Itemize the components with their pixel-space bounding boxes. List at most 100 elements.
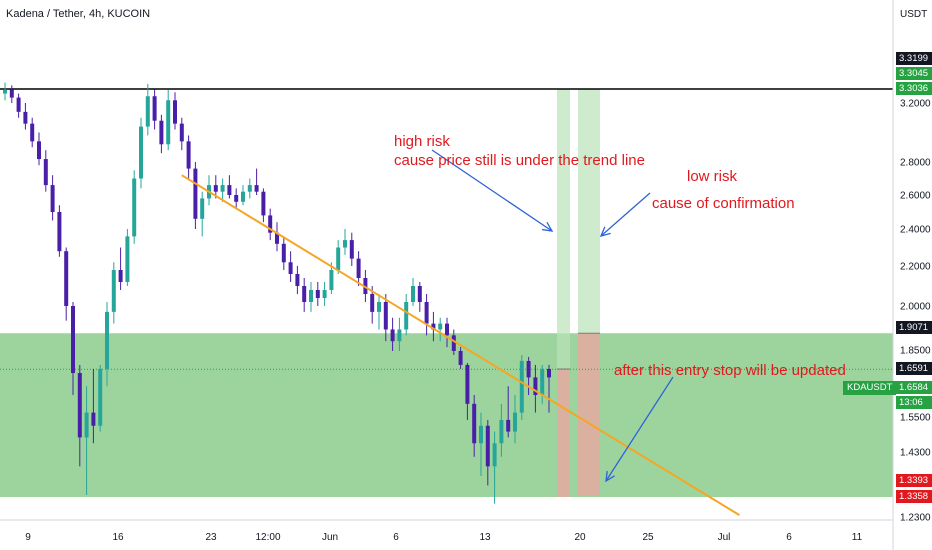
candle-body: [64, 251, 69, 306]
position-high-risk-target: [557, 89, 570, 369]
candle-body: [370, 294, 375, 312]
candle-body: [499, 419, 504, 444]
price-label-1-9071: 1.9071: [896, 321, 932, 334]
candle-body: [193, 168, 198, 219]
x-tick-label: 9: [25, 532, 31, 543]
annotation-stop-update: after this entry stop will be updated: [614, 362, 846, 379]
candle-body: [438, 323, 443, 330]
candle-body: [91, 412, 96, 426]
y-tick-label: 1.5500: [900, 413, 931, 424]
candle-body: [302, 286, 307, 302]
price-label-1-6591: 1.6591: [896, 362, 932, 375]
candle-body: [77, 373, 82, 438]
candle-body: [281, 243, 286, 263]
candle-body: [241, 191, 245, 202]
candle-body: [445, 323, 449, 336]
y-tick-label: 3.2000: [900, 99, 931, 110]
candle-body: [295, 274, 300, 286]
candle-body: [105, 311, 109, 369]
x-tick-label: 23: [205, 532, 217, 543]
candle-body: [139, 126, 143, 179]
x-tick-label: 6: [786, 532, 792, 543]
candle-body: [526, 360, 531, 378]
x-tick-label: 13: [479, 532, 491, 543]
candle-body: [417, 286, 422, 302]
x-tick-label: 12:00: [255, 532, 280, 543]
annotation-high-risk-title: high risk: [394, 133, 450, 150]
candle-body: [479, 425, 483, 444]
annotation-high-risk-reason: cause price still is under the trend lin…: [394, 152, 645, 169]
arrow-high-risk-head: [542, 222, 554, 232]
candle-body: [125, 236, 130, 282]
candle-body: [71, 306, 75, 374]
support-zone: [0, 333, 893, 497]
candle-body: [533, 377, 538, 396]
candle-body: [3, 89, 7, 94]
y-tick-label: 2.0000: [900, 302, 931, 313]
arrow-low-risk: [600, 192, 651, 237]
symbol-tag: KDAUSDT: [843, 381, 897, 395]
y-tick-label: 2.6000: [900, 191, 931, 202]
x-tick-label: 11: [852, 532, 863, 543]
candle-body: [98, 368, 103, 426]
candle-body: [173, 100, 177, 124]
candle-body: [254, 185, 259, 192]
candle-body: [506, 419, 511, 432]
candle-body: [485, 425, 490, 467]
candle-body: [111, 270, 116, 312]
candle-body: [343, 240, 347, 248]
x-tick-label: 6: [393, 532, 399, 543]
y-tick-label: 2.2000: [900, 262, 931, 273]
candle-body: [458, 350, 463, 365]
price-label-1-6584: 1.6584: [896, 381, 932, 394]
price-label-3-3036: 3.3036: [896, 82, 932, 95]
candle-body: [213, 185, 218, 192]
candle-body: [356, 258, 361, 278]
arrow-high-risk: [431, 149, 553, 232]
candle-body: [179, 123, 184, 142]
candle-body: [377, 302, 381, 312]
y-tick-label: 1.8500: [900, 346, 931, 357]
candle-body: [390, 329, 395, 342]
candle-body: [424, 302, 429, 324]
candle-body: [465, 364, 470, 404]
candle-body: [234, 195, 239, 202]
x-tick-label: 16: [112, 532, 124, 543]
candle-body: [275, 232, 279, 244]
y-tick-label: 1.2300: [900, 513, 931, 524]
x-tick-label: 20: [574, 532, 586, 543]
candle-body: [132, 178, 137, 237]
y-tick-label: 2.8000: [900, 158, 931, 169]
candle-body: [37, 141, 41, 160]
candle-body: [23, 111, 28, 124]
price-label-3-3045: 3.3045: [896, 67, 932, 80]
candle-body: [540, 368, 545, 396]
candle-body: [519, 360, 524, 413]
arrow-low-risk-head: [599, 226, 611, 237]
candle-body: [329, 270, 334, 290]
candle-body: [227, 185, 232, 195]
price-label-3-3199: 3.3199: [896, 52, 932, 65]
annotation-low-risk-reason: cause of confirmation: [652, 195, 795, 212]
candle-body: [513, 412, 517, 432]
chart-title: Kadena / Tether, 4h, KUCOIN: [6, 8, 151, 20]
candle-body: [309, 290, 313, 302]
candle-body: [118, 270, 123, 282]
candle-body: [220, 185, 225, 192]
candle-body: [261, 191, 266, 216]
candle-body: [200, 198, 205, 219]
candle-body: [57, 212, 62, 252]
candle-body: [268, 215, 273, 233]
position-high-risk-stop: [557, 369, 570, 497]
candle-body: [247, 185, 252, 192]
countdown-label: 13:06: [896, 396, 932, 409]
candle-body: [451, 335, 456, 351]
candle-body: [186, 141, 191, 169]
candle-body: [492, 443, 497, 467]
y-tick-label: 2.4000: [900, 225, 931, 236]
position-low-risk-target: [578, 89, 600, 334]
candle-body: [336, 247, 341, 270]
arrow-stop-update: [605, 376, 674, 482]
candle-body: [322, 290, 327, 298]
